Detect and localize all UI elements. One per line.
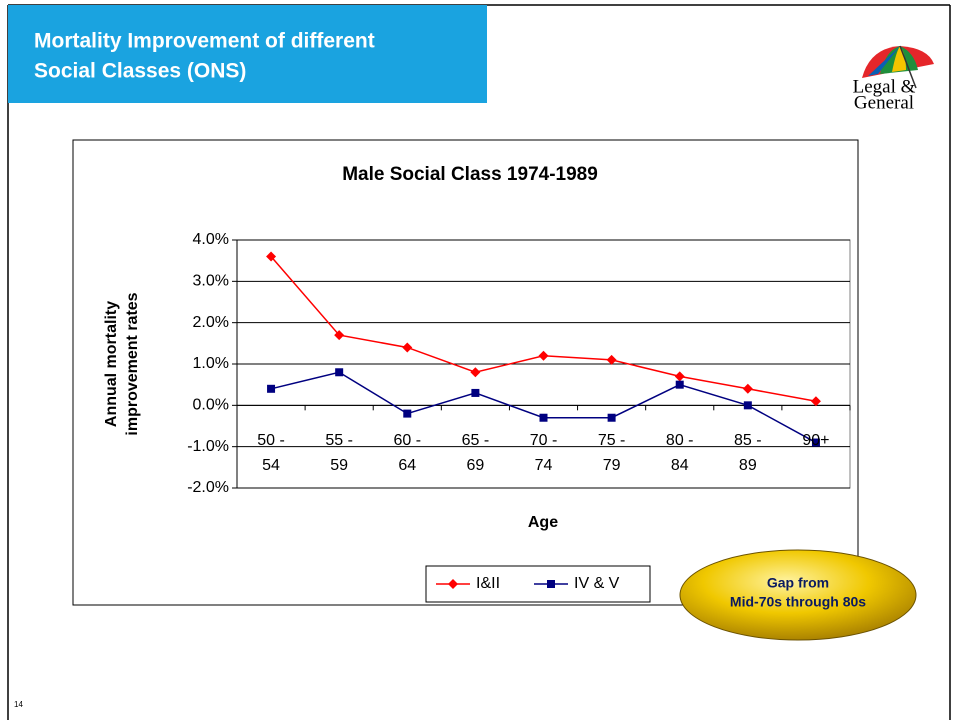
y-tick-label: 1.0% [193, 355, 229, 372]
legend-label: I&II [476, 575, 500, 592]
point [810, 396, 821, 407]
point [607, 413, 616, 422]
y-tick-label: -2.0% [187, 479, 229, 496]
point [811, 438, 820, 447]
point [471, 388, 480, 397]
y-tick-label: 3.0% [193, 273, 229, 290]
header-box [8, 5, 487, 103]
logo-text: General [854, 92, 914, 113]
y-axis-title: Annual mortality [103, 301, 120, 427]
y-tick-label: -1.0% [187, 438, 229, 455]
point [402, 342, 413, 353]
x-tick-label: 70 - 74 [529, 432, 558, 475]
point [742, 383, 753, 394]
callout-text: Gap from [767, 575, 829, 591]
y-tick-label: 4.0% [193, 231, 229, 248]
point [675, 380, 684, 389]
point [539, 413, 548, 422]
x-tick-label: 55 - 59 [325, 432, 353, 475]
x-tick-label: 90+ [802, 432, 830, 450]
x-tick-label: 85 - 89 [734, 432, 762, 475]
callout [679, 549, 917, 641]
point [267, 384, 276, 393]
point [448, 579, 458, 589]
x-tick-label: 80 - 84 [665, 432, 694, 475]
header-title: Mortality Improvement of different [34, 30, 375, 53]
y-tick-label: 2.0% [193, 314, 229, 331]
point [470, 367, 481, 378]
x-tick-label: 60 - 64 [393, 432, 422, 475]
x-tick-label: 50 - 54 [257, 432, 285, 475]
point [538, 350, 549, 361]
point [403, 409, 412, 418]
point [266, 251, 277, 262]
logo-umbrella [862, 45, 934, 89]
y-tick-label: 0.0% [193, 397, 229, 414]
point [743, 401, 752, 410]
callout-text: Mid-70s through 80s [730, 594, 866, 610]
header-title: Social Classes (ONS) [34, 60, 246, 83]
point [547, 580, 555, 588]
point [606, 354, 617, 365]
point [674, 371, 685, 382]
logo-text: Legal & [853, 76, 916, 97]
x-tick-label: 65 - 69 [461, 432, 490, 475]
x-tick-label: 75 - 79 [597, 432, 626, 475]
point [335, 368, 344, 377]
y-axis-title: improvement rates [124, 292, 141, 435]
x-axis-title: Age [528, 514, 558, 531]
chart-title: Male Social Class 1974-1989 [342, 164, 598, 185]
point [334, 330, 345, 341]
legend-label: IV & V [574, 575, 620, 592]
chart-frame [72, 139, 859, 606]
page-number: 14 [14, 700, 23, 709]
